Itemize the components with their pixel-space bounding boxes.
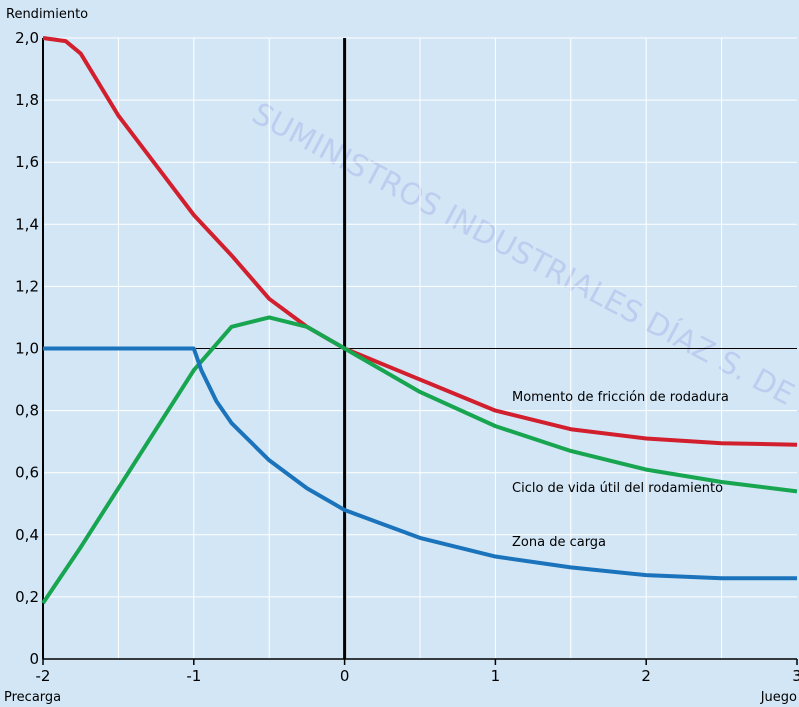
y-tick-label: 1,4: [15, 215, 39, 233]
series-line: [42, 36, 798, 447]
x-tick-label: 0: [340, 667, 350, 685]
y-tick-label: 0,8: [15, 402, 39, 420]
x-tick-label: -2: [36, 667, 51, 685]
y-tick-label: 0,2: [15, 588, 39, 606]
x-axis-label-left: Precarga: [4, 690, 61, 705]
series-line: [43, 346, 797, 581]
y-axis-label: Rendimiento: [6, 7, 88, 22]
y-tick-label: 0: [29, 650, 39, 668]
x-axis-label-right: Juego: [760, 690, 797, 705]
series-label: Zona de carga: [512, 535, 606, 550]
y-tick-label: 1,8: [15, 91, 39, 109]
series-label: Momento de fricción de rodadura: [512, 390, 729, 405]
y-tick-label: 0,4: [15, 526, 39, 544]
y-tick-label: 0,6: [15, 464, 39, 482]
series-label: Ciclo de vida útil del rodamiento: [512, 481, 723, 496]
x-tick-label: 1: [491, 667, 501, 685]
x-tick-label: 2: [641, 667, 651, 685]
x-tick-label: -1: [186, 667, 201, 685]
y-tick-label: 1,0: [15, 340, 39, 358]
y-tick-label: 2,0: [15, 29, 39, 47]
series-line: [41, 315, 798, 605]
watermark: SUMINISTROS INDUSTRIALES DÍAZ S. DE R.L.…: [246, 95, 799, 498]
y-tick-label: 1,6: [15, 153, 39, 171]
x-tick-label: 3: [792, 667, 799, 685]
y-tick-label: 1,2: [15, 277, 39, 295]
